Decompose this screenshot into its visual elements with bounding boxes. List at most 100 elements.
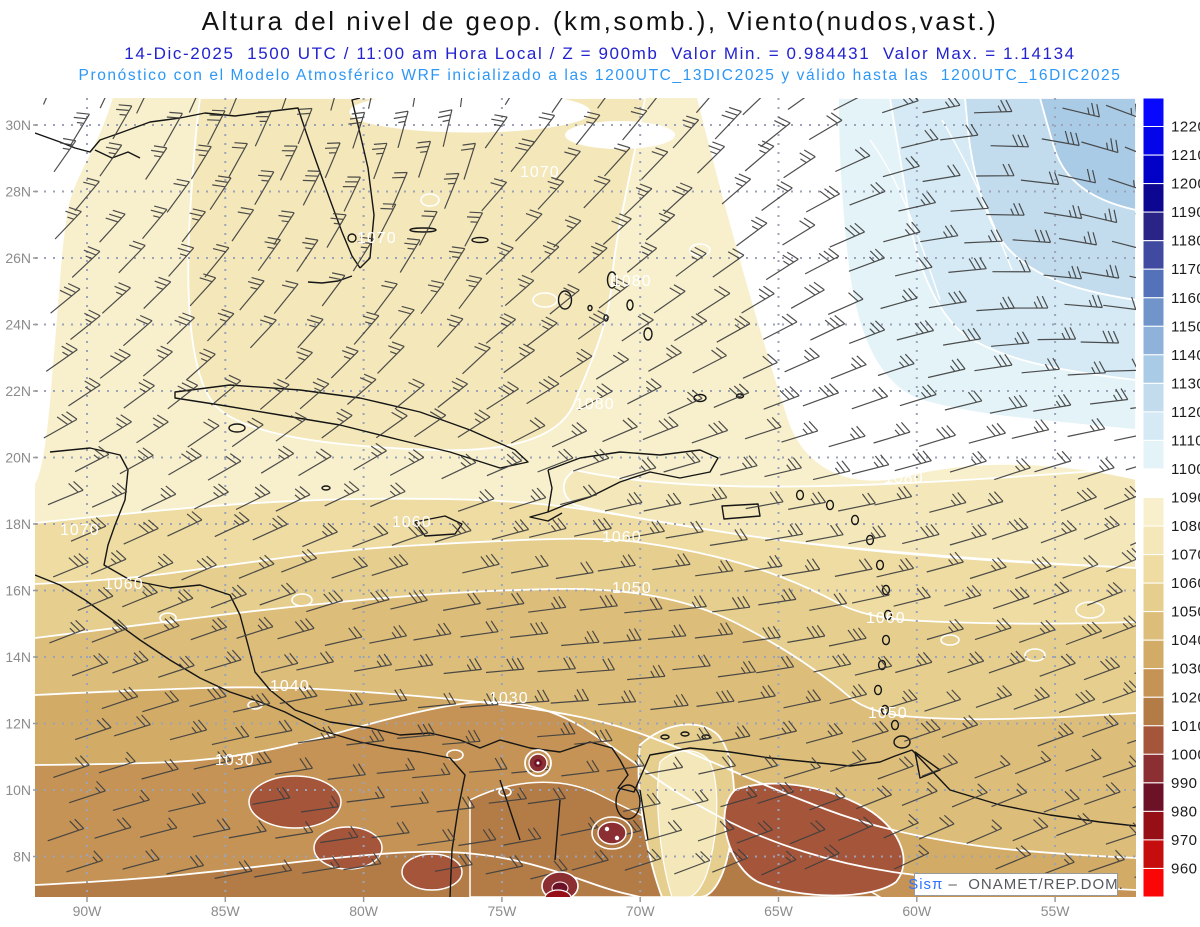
colorbar-segment xyxy=(1142,753,1165,784)
lat-label: 12N xyxy=(5,716,31,732)
lon-label: 90W xyxy=(73,903,103,919)
colorbar-segment xyxy=(1142,211,1165,242)
lat-label: 10N xyxy=(5,782,31,798)
colorbar-tick-label: 1030 xyxy=(1171,661,1200,678)
contour-label: 1030 xyxy=(489,690,529,707)
lat-label: 20N xyxy=(5,450,31,466)
colorbar-tick-label: 1200 xyxy=(1171,176,1200,193)
colorbar-tick-label: 1020 xyxy=(1171,689,1200,706)
valid-time-line: 14-Dic-2025 1500 UTC / 11:00 am Hora Loc… xyxy=(124,44,1076,63)
colorbar-segment xyxy=(1142,439,1165,470)
watermark: Sisπ – ONAMET/REP.DOM. xyxy=(908,873,1123,896)
lat-label: 24N xyxy=(5,317,31,333)
colorbar-tick-label: 1180 xyxy=(1171,233,1200,250)
colorbar-segment xyxy=(1142,582,1165,613)
lat-label: 22N xyxy=(5,383,31,399)
colorbar-segment xyxy=(1142,497,1165,527)
colorbar-tick-label: 1000 xyxy=(1171,746,1200,763)
contour-label: 1070 xyxy=(357,230,397,247)
colorbar-segment xyxy=(1142,97,1165,127)
colorbar-tick-label: 1220 xyxy=(1171,119,1200,136)
colorbar-tick-label: 1060 xyxy=(1171,575,1200,592)
colorbar-segment xyxy=(1142,725,1165,755)
colorbar-tick-label: 1080 xyxy=(1171,518,1200,535)
colorbar-tick-label: 970 xyxy=(1171,832,1198,849)
colorbar-tick-label: 1110 xyxy=(1171,432,1200,449)
contour-labels: 1070 1070 1080 1080 1080 1070 1060 1060 1060 1050… xyxy=(60,164,924,769)
contour-label: 1060 xyxy=(866,610,906,627)
contour-label: 1070 xyxy=(60,522,100,539)
colorbar-tick-label: 1070 xyxy=(1171,547,1200,564)
lon-label: 60W xyxy=(902,903,932,919)
colorbar-tick-label: 1170 xyxy=(1171,261,1200,278)
colorbar-segment xyxy=(1142,782,1165,812)
colorbar-segment xyxy=(1142,639,1165,670)
watermark-separator: – xyxy=(943,876,969,893)
contour-label: 1080 xyxy=(612,273,652,290)
axis-labels: 30N 28N 26N 24N 22N 20N 18N 16N 14N 12N 10N 8N 90W 85… xyxy=(5,117,1070,919)
contour-label: 1060 xyxy=(392,514,432,531)
contour-label: 1030 xyxy=(215,752,255,769)
colorbar-tick-label: 1040 xyxy=(1171,632,1200,649)
colorbar-segment xyxy=(1142,525,1165,555)
colorbar-segment xyxy=(1142,611,1165,641)
wind-barbs-layer xyxy=(42,98,1136,880)
colorbar-segment xyxy=(1142,354,1165,384)
lat-label: 14N xyxy=(5,649,31,665)
colorbar: 1220 1210 1200 1190 1180 1170 1160 1150 1140 1130… xyxy=(1142,97,1200,898)
watermark-org: ONAMET/REP.DOM. xyxy=(968,876,1124,893)
lat-label: 28N xyxy=(5,184,31,200)
coastlines xyxy=(35,98,1136,897)
colorbar-segment xyxy=(1142,154,1165,185)
colorbar-tick-label: 1150 xyxy=(1171,318,1200,335)
colorbar-tick-label: 980 xyxy=(1171,803,1198,820)
colorbar-segment xyxy=(1142,183,1165,213)
colorbar-tick-label: 1210 xyxy=(1171,147,1200,164)
colorbar-segment xyxy=(1142,668,1165,698)
colorbar-tick-label: 1160 xyxy=(1171,290,1200,307)
colorbar-segment xyxy=(1142,126,1165,156)
colorbar-segment xyxy=(1142,411,1165,441)
colorbar-segment xyxy=(1142,868,1165,898)
lon-label: 85W xyxy=(211,903,241,919)
colorbar-tick-label: 1190 xyxy=(1171,204,1200,221)
lat-label: 16N xyxy=(5,583,31,599)
contour-label: 1070 xyxy=(520,164,560,181)
lat-label: 8N xyxy=(13,849,31,865)
colorbar-tick-label: 1130 xyxy=(1171,375,1200,392)
colorbar-tick-label: 990 xyxy=(1171,775,1198,792)
colorbar-segment xyxy=(1142,810,1165,841)
contour-label: 1060 xyxy=(602,529,642,546)
lon-label: 80W xyxy=(349,903,379,919)
contour-label: 1060 xyxy=(104,576,144,593)
contour-label: 1080 xyxy=(884,470,924,487)
lon-label: 75W xyxy=(488,903,518,919)
colorbar-segment xyxy=(1142,468,1165,498)
colorbar-segment xyxy=(1142,325,1165,356)
lat-label: 18N xyxy=(5,516,31,532)
colorbar-segment xyxy=(1142,240,1165,270)
colorbar-segment xyxy=(1142,297,1165,327)
lat-label: 30N xyxy=(5,117,31,133)
forecast-init-line: Pronóstico con el Modelo Atmosférico WRF… xyxy=(78,67,1122,84)
contour-label: 1080 xyxy=(575,396,615,413)
header: Altura del nivel de geop. (km,somb.), Vi… xyxy=(0,0,1200,85)
colorbar-segment xyxy=(1142,268,1165,299)
colorbar-tick-label: 960 xyxy=(1171,861,1198,878)
colorbar-segment xyxy=(1142,382,1165,413)
contour-label: 1050 xyxy=(868,705,908,722)
colorbar-segment xyxy=(1142,554,1165,584)
colorbar-tick-label: 1090 xyxy=(1171,490,1200,507)
colorbar-segment xyxy=(1142,839,1165,869)
colorbar-tick-label: 1050 xyxy=(1171,604,1200,621)
map-title: Altura del nivel de geop. (km,somb.), Vi… xyxy=(201,6,999,36)
lat-label: 26N xyxy=(5,250,31,266)
contour-label: 1050 xyxy=(612,580,652,597)
lon-label: 65W xyxy=(764,903,794,919)
contour-label: 1040 xyxy=(270,678,310,695)
lon-label: 55W xyxy=(1041,903,1071,919)
